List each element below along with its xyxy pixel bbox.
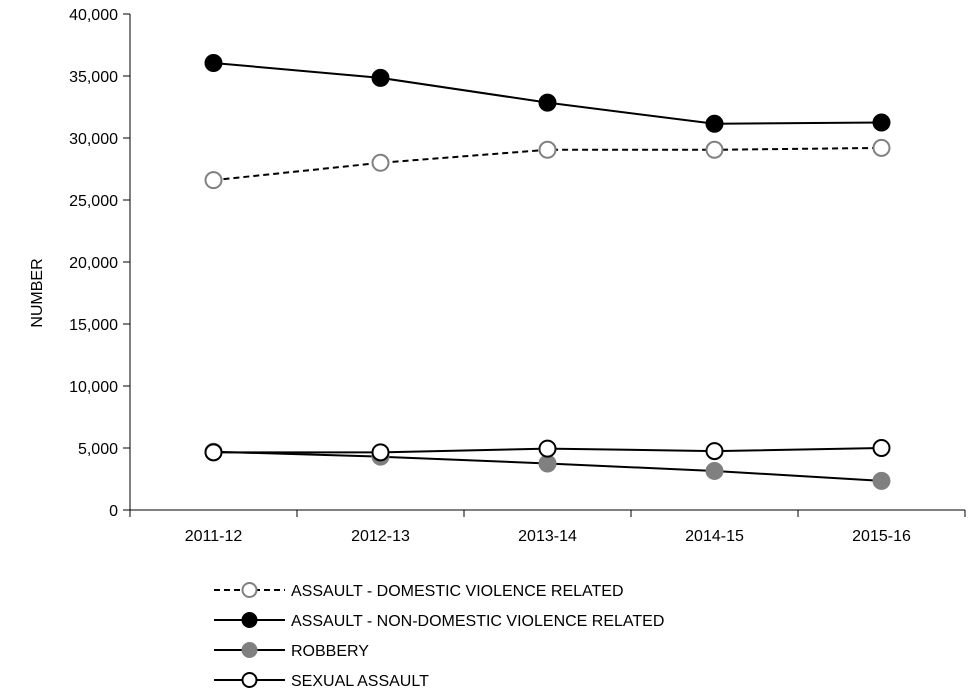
data-point	[538, 439, 557, 458]
x-tick-label: 2015-16	[852, 528, 911, 545]
series-1	[204, 53, 891, 133]
chart-axes	[123, 13, 966, 517]
y-tick-label: 0	[109, 503, 118, 520]
series-3	[204, 439, 891, 462]
data-point	[872, 471, 891, 490]
data-point	[538, 93, 557, 112]
x-tick-label: 2013-14	[518, 528, 577, 545]
data-point	[872, 113, 891, 132]
legend-swatch-marker	[241, 672, 258, 688]
data-point	[872, 439, 891, 457]
data-point	[705, 114, 724, 133]
legend-label: ASSAULT - NON-DOMESTIC VIOLENCE RELATED	[291, 613, 664, 630]
data-point	[705, 140, 724, 159]
data-point	[705, 442, 724, 461]
x-tick-labels: 2011-12 2012-13 2013-14 2014-15 2015-16	[185, 528, 911, 545]
data-point	[371, 153, 390, 172]
data-point	[204, 171, 223, 190]
y-tick-label: 35,000	[69, 69, 118, 86]
data-point	[538, 140, 557, 159]
legend-label: SEXUAL ASSAULT	[291, 673, 429, 690]
data-point	[371, 443, 390, 462]
series-line	[213, 61, 882, 125]
y-tick-label: 40,000	[69, 7, 118, 24]
legend-swatch-marker	[241, 642, 258, 658]
y-tick-label: 5,000	[78, 441, 118, 458]
series-group	[204, 53, 891, 490]
x-tick-label: 2012-13	[351, 528, 410, 545]
legend-item: ASSAULT - NON-DOMESTIC VIOLENCE RELATED	[214, 612, 664, 630]
y-tick-label: 15,000	[69, 317, 118, 334]
legend-item: ASSAULT - DOMESTIC VIOLENCE RELATED	[214, 582, 624, 600]
y-tick-labels: 0 5,000 10,000 15,000 20,000 25,000 30,000 35,0…	[69, 7, 118, 520]
legend-label: ROBBERY	[291, 643, 369, 660]
data-point	[705, 461, 724, 480]
y-tick-label: 10,000	[69, 379, 118, 396]
data-point	[538, 454, 557, 473]
data-point	[204, 443, 223, 462]
y-tick-label: 25,000	[69, 193, 118, 210]
y-tick-label: 30,000	[69, 131, 118, 148]
series-0	[204, 138, 891, 190]
y-axis-title: NUMBER	[29, 258, 46, 327]
legend: ASSAULT - DOMESTIC VIOLENCE RELATED ASSAU…	[214, 582, 664, 690]
y-tick-label: 20,000	[69, 255, 118, 272]
legend-item: SEXUAL ASSAULT	[214, 672, 429, 690]
legend-item: ROBBERY	[214, 642, 369, 660]
legend-swatch-marker	[241, 582, 258, 598]
legend-label: ASSAULT - DOMESTIC VIOLENCE RELATED	[291, 583, 624, 600]
x-tick-label: 2011-12	[185, 528, 243, 545]
x-tick-label: 2014-15	[685, 528, 744, 545]
data-point	[872, 138, 891, 157]
data-point	[204, 53, 223, 72]
legend-swatch-marker	[241, 612, 258, 628]
data-point	[371, 68, 390, 87]
